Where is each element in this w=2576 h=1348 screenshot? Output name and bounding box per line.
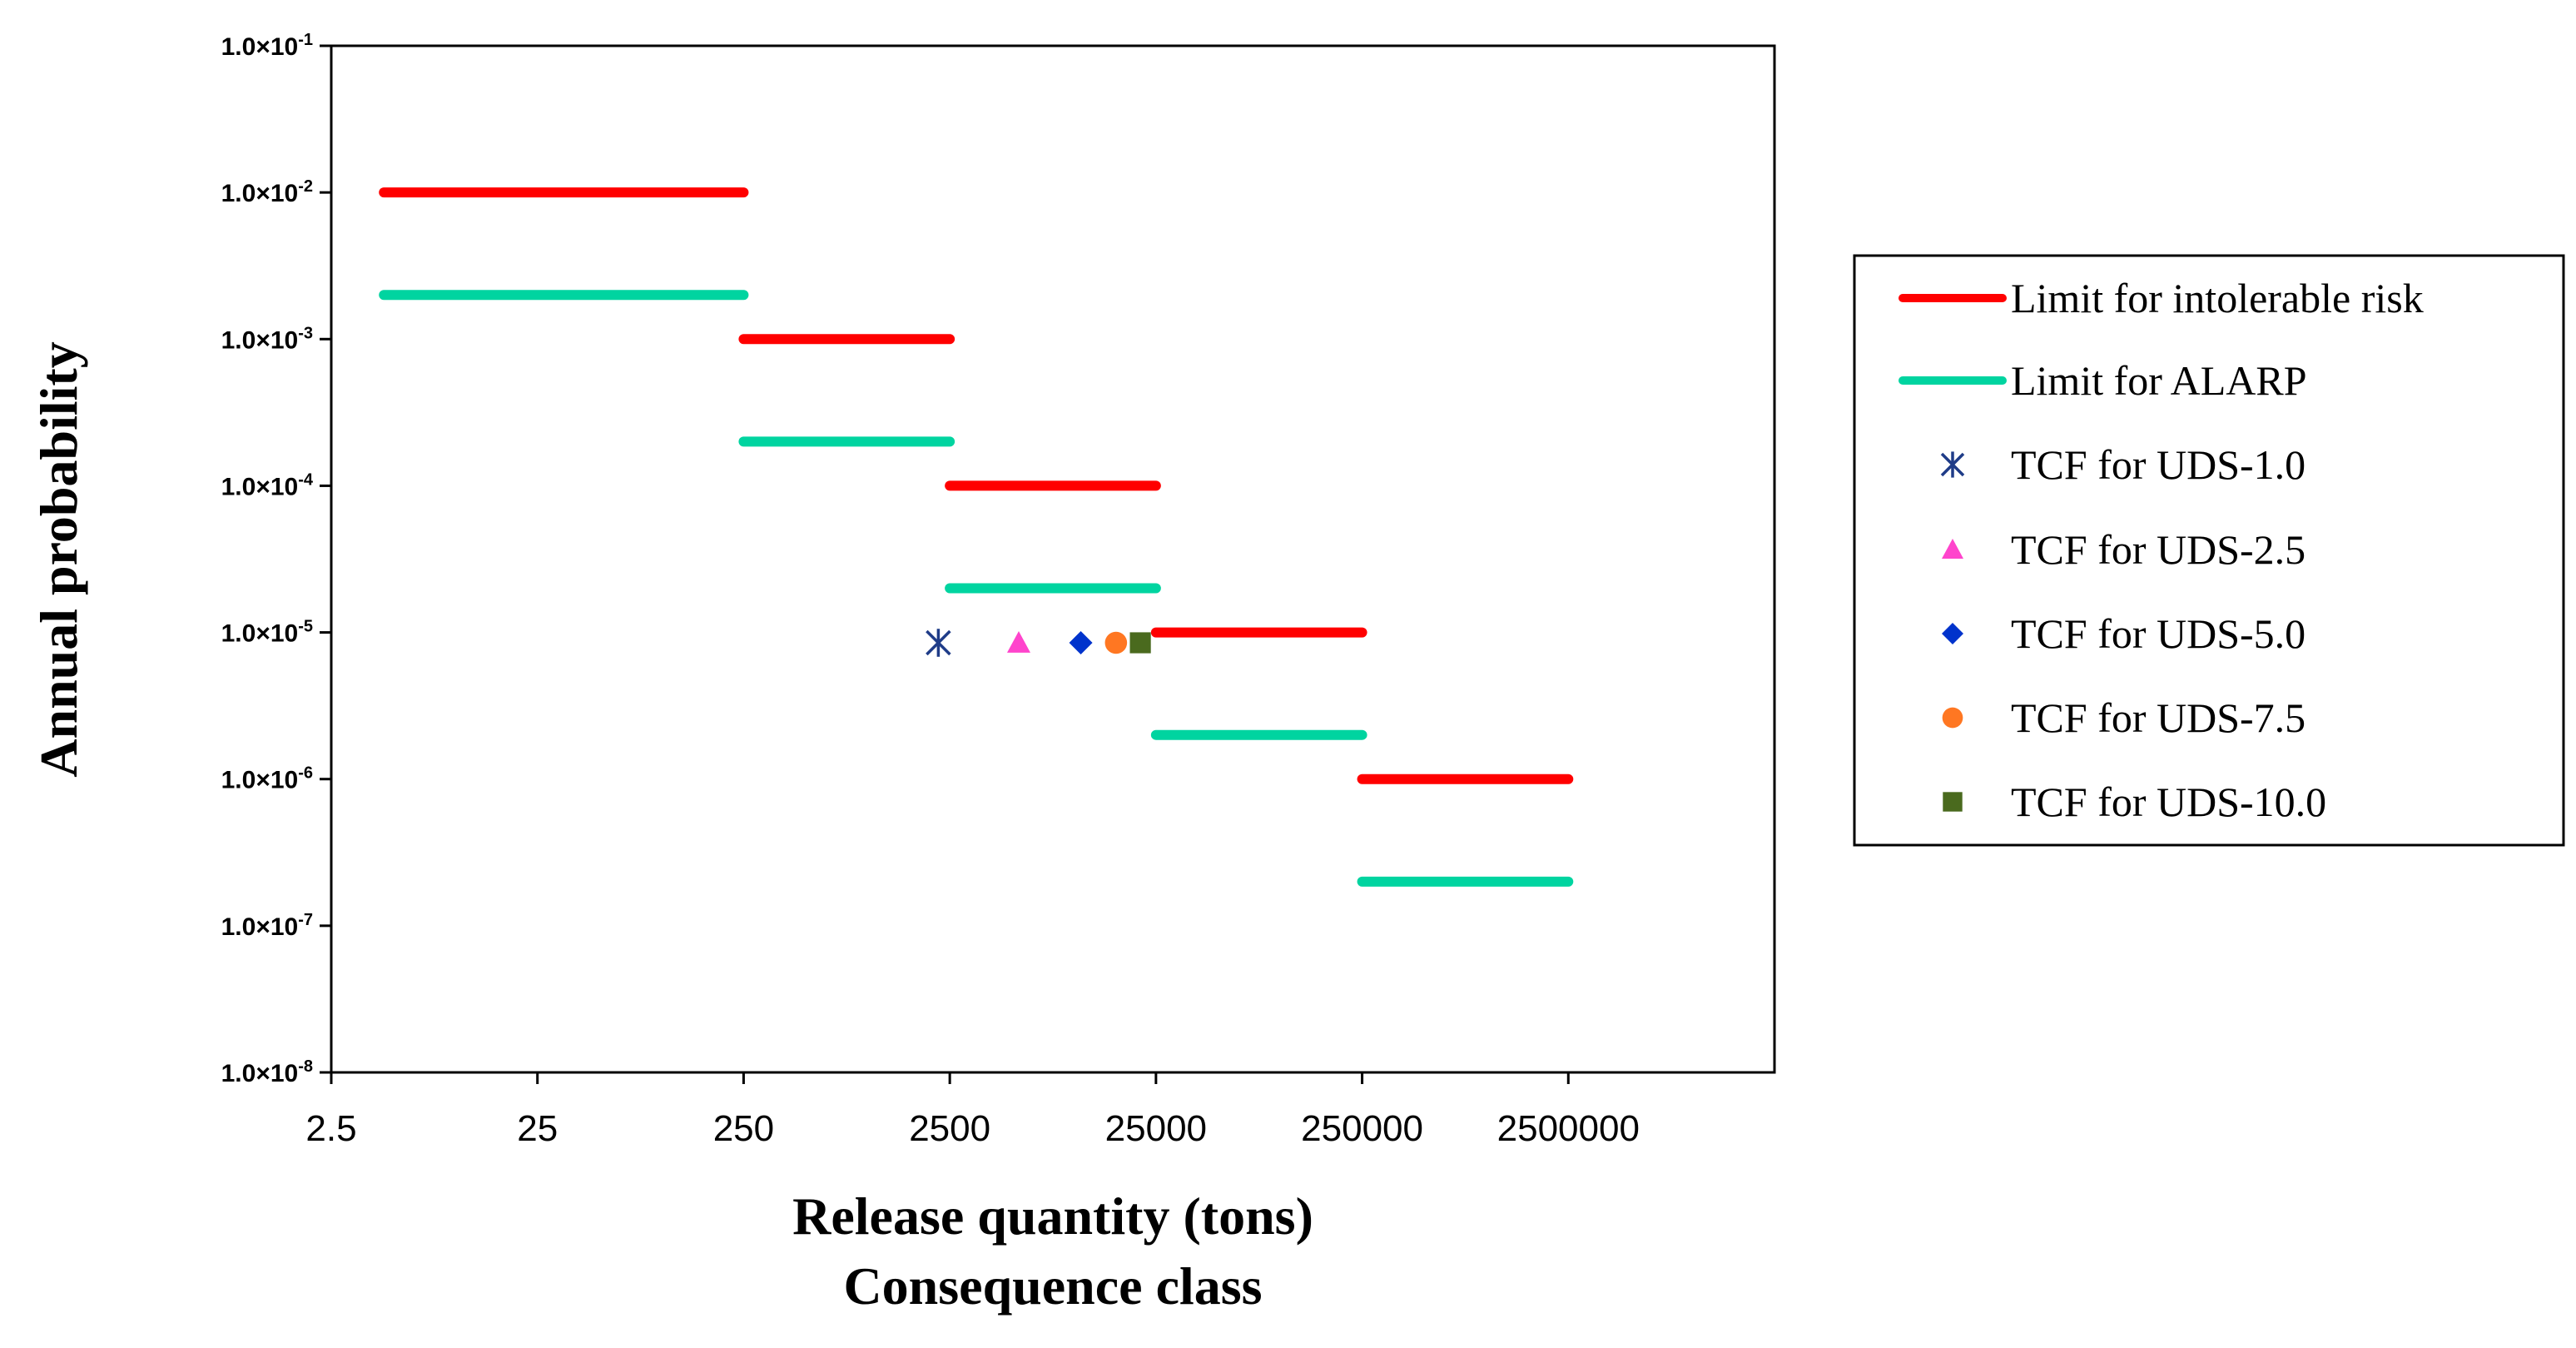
legend-label: TCF for UDS-5.0 <box>2011 610 2305 657</box>
y-tick-exponent: -2 <box>298 177 313 196</box>
x-tick-label: 2500 <box>909 1108 990 1149</box>
point-asterisk <box>926 629 951 657</box>
y-tick-label: 1.0×10-6 <box>221 764 313 794</box>
y-tick-label: 1.0×10-5 <box>221 618 313 648</box>
x-tick-label: 2.5 <box>305 1108 356 1149</box>
y-tick-base: 1.0×10 <box>221 326 299 354</box>
y-tick-exponent: -6 <box>298 764 313 783</box>
point-triangle <box>1006 631 1030 653</box>
x-tick-label: 2500000 <box>1497 1108 1640 1149</box>
y-axis: 1.0×10-11.0×10-21.0×10-31.0×10-41.0×10-5… <box>221 31 331 1087</box>
x-axis-subtitle: Consequence class <box>843 1256 1262 1316</box>
x-axis-title: Release quantity (tons) <box>792 1186 1313 1246</box>
y-tick-label: 1.0×10-7 <box>221 911 313 941</box>
legend: Limit for intolerable risk Limit for ALAR… <box>1853 254 2565 847</box>
y-tick-base: 1.0×10 <box>221 767 299 794</box>
point-diamond <box>1069 631 1093 655</box>
y-tick-label: 1.0×10-2 <box>221 177 313 207</box>
y-tick-exponent: -7 <box>298 911 313 929</box>
series-intolerable-risk <box>379 187 1574 784</box>
y-tick-label: 1.0×10-3 <box>221 324 313 354</box>
legend-marker-triangle <box>1942 539 1963 560</box>
legend-marker-asterisk <box>1940 451 1965 478</box>
legend-label: TCF for UDS-7.5 <box>2011 694 2305 741</box>
y-tick-label: 1.0×10-8 <box>221 1057 313 1087</box>
point-square <box>1129 632 1151 654</box>
x-tick-label: 25000 <box>1105 1108 1207 1149</box>
legend-label: TCF for UDS-10.0 <box>2011 778 2326 825</box>
y-tick-base: 1.0×10 <box>221 180 299 207</box>
y-tick-exponent: -4 <box>298 470 314 489</box>
series-alarp <box>379 290 1574 887</box>
y-tick-base: 1.0×10 <box>221 33 299 61</box>
plot-area-frame <box>330 44 1776 1074</box>
legend-marker-circle <box>1942 707 1963 729</box>
y-axis-title: Annual probability <box>29 341 88 777</box>
y-tick-label: 1.0×10-1 <box>221 31 313 61</box>
x-tick-label: 250 <box>713 1108 774 1149</box>
point-circle <box>1104 631 1128 654</box>
legend-label: Limit for ALARP <box>2011 357 2307 404</box>
y-tick-label: 1.0×10-4 <box>221 470 314 500</box>
x-axis: 2.5 25 250 2500 25000 250000 2500000 <box>305 1072 1640 1149</box>
legend-marker-square <box>1943 792 1963 812</box>
y-tick-exponent: -8 <box>298 1057 313 1076</box>
legend-label: TCF for UDS-2.5 <box>2011 526 2305 573</box>
x-tick-label: 250000 <box>1301 1108 1423 1149</box>
y-tick-exponent: -3 <box>298 324 313 342</box>
legend-frame <box>1853 254 2565 847</box>
legend-label: TCF for UDS-1.0 <box>2011 441 2305 488</box>
y-tick-base: 1.0×10 <box>221 913 299 941</box>
legend-label: Limit for intolerable risk <box>2011 275 2424 321</box>
tcf-points <box>926 629 1151 657</box>
legend-marker-diamond <box>1942 623 1963 644</box>
y-tick-base: 1.0×10 <box>221 620 299 648</box>
y-tick-exponent: -1 <box>298 31 313 49</box>
x-tick-label: 25 <box>517 1108 558 1149</box>
y-tick-base: 1.0×10 <box>221 473 299 500</box>
y-tick-exponent: -5 <box>298 618 313 636</box>
y-tick-base: 1.0×10 <box>221 1060 299 1087</box>
limit-lines <box>379 187 1574 887</box>
